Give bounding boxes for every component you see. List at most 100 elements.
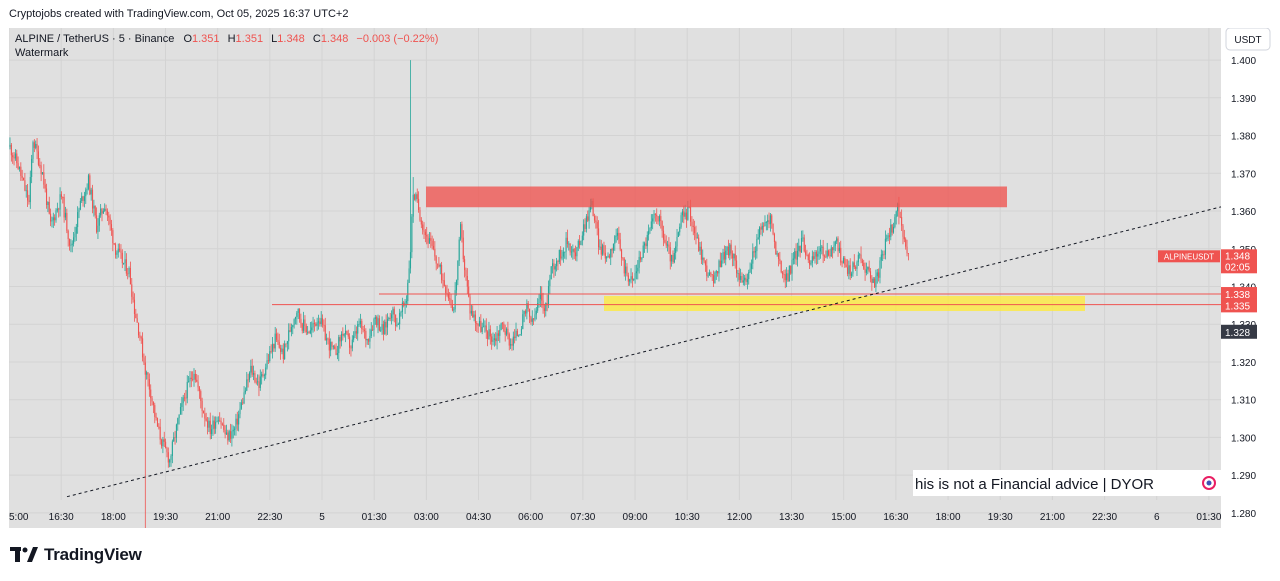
candle-body <box>515 330 517 338</box>
candle-body <box>903 236 905 240</box>
support-zone[interactable] <box>604 295 1085 312</box>
candle-body <box>419 209 421 221</box>
candle-body <box>818 251 820 254</box>
candle-body <box>598 228 600 248</box>
x-tick-label: 04:30 <box>466 512 491 523</box>
tradingview-logo[interactable]: TradingView <box>10 544 142 566</box>
candle-body <box>577 241 579 248</box>
candle-body <box>675 246 677 254</box>
time-axis[interactable]: 5:00 16:30 18:00 19:30 21:00 22:30 5 01:30 03:00… <box>9 512 1222 523</box>
candle-body <box>17 163 19 169</box>
price-axis-labels: ALPINEUSDT 1.348 02:05 1.338 1.335 1.328 <box>1158 249 1257 339</box>
resistance-zone[interactable] <box>426 186 1007 208</box>
candle-body <box>179 407 182 415</box>
candle-body <box>556 261 558 267</box>
candle-body <box>221 424 223 426</box>
candle-body <box>150 389 152 399</box>
candle-body <box>786 273 788 281</box>
candle-body <box>895 211 897 218</box>
svg-text:ALPINE / TetherUS · 5 · Binanc: ALPINE / TetherUS · 5 · Binance O1.351 H… <box>15 33 438 45</box>
candle-body <box>566 237 568 245</box>
candle-body <box>879 260 881 278</box>
candle-body <box>74 233 76 238</box>
candle-body <box>420 220 422 225</box>
candle-body <box>704 261 706 266</box>
candle-body <box>162 439 164 447</box>
chart-area[interactable]: ALPINE / TetherUS · 5 · Binance O1.351 H… <box>8 27 1280 528</box>
candle-body <box>805 251 807 255</box>
candle-body <box>10 144 12 156</box>
candle-body <box>838 247 840 252</box>
candle-body <box>148 379 150 390</box>
candle-body <box>146 372 148 375</box>
target-icon <box>1202 476 1216 490</box>
candle-body <box>529 308 531 317</box>
candle-body <box>470 310 472 314</box>
candle-body <box>182 397 184 404</box>
candle-body <box>856 262 858 269</box>
candle-body <box>342 333 344 336</box>
candle-body <box>627 275 629 282</box>
candle-body <box>332 346 334 348</box>
legend-watermark: Watermark <box>15 47 69 59</box>
candle-body <box>67 230 69 240</box>
candle-body <box>543 308 545 311</box>
candle-body <box>98 215 100 226</box>
candle-body <box>243 392 245 404</box>
candle-body <box>183 397 186 399</box>
candle-body <box>127 273 129 275</box>
candle-body <box>673 253 675 263</box>
candle-body <box>473 314 475 318</box>
dashed-trendline[interactable] <box>66 206 1222 498</box>
candle-body <box>28 200 30 203</box>
candle-body <box>545 303 547 311</box>
candle-body <box>535 310 537 315</box>
candle-body <box>73 237 75 244</box>
candle-body <box>568 243 570 245</box>
legend-open-label: O <box>183 33 192 45</box>
candle-body <box>767 220 769 223</box>
candle-body <box>255 381 257 383</box>
candle-body <box>415 194 417 200</box>
candle-body <box>756 239 758 252</box>
candle-body <box>20 166 22 176</box>
candle-body <box>366 338 368 341</box>
candle-body <box>823 255 826 257</box>
candle-body <box>857 254 859 263</box>
candle-body <box>481 326 483 332</box>
plot-background <box>9 28 1221 528</box>
candle-body <box>652 218 654 222</box>
candle-body <box>167 452 169 463</box>
candle-body <box>906 246 908 254</box>
candle-body <box>754 251 757 253</box>
candle-body <box>802 237 804 239</box>
candle-body <box>833 245 835 251</box>
candle-body <box>518 335 520 337</box>
candle-body <box>266 360 268 368</box>
candle-body <box>87 175 90 189</box>
level-1-label: 1.338 <box>1225 290 1250 301</box>
candle-body <box>702 257 704 260</box>
currency-button[interactable]: USDT <box>1225 27 1271 51</box>
y-tick-label: 1.400 <box>1231 56 1256 67</box>
candle-body <box>899 216 901 218</box>
candle-body <box>596 222 598 229</box>
candle-body <box>672 255 674 263</box>
candle-body <box>634 273 636 279</box>
candle-body <box>211 429 213 435</box>
candle-body <box>292 325 294 328</box>
candle-body <box>108 215 110 218</box>
candle-body <box>309 330 311 334</box>
candle-body <box>58 208 60 210</box>
candle-body <box>335 348 337 356</box>
candle-body <box>610 248 612 258</box>
price-chart[interactable]: ALPINE / TetherUS · 5 · Binance O1.351 H… <box>8 27 1280 528</box>
candle-body <box>757 237 759 240</box>
candle-body <box>393 308 395 315</box>
candle-body <box>351 339 353 349</box>
candle-body <box>48 202 50 214</box>
candle-body <box>700 246 702 260</box>
candle-body <box>523 310 525 315</box>
candle-body <box>82 196 84 202</box>
candle-body <box>886 238 888 240</box>
